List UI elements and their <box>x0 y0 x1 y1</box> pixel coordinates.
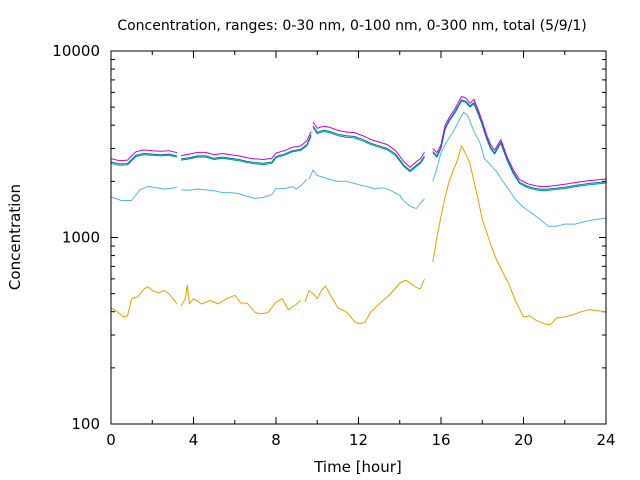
x-tick-label: 8 <box>271 431 281 449</box>
x-tick-label: 16 <box>431 431 450 449</box>
series-1-segment-1 <box>181 179 308 199</box>
series-4-segment-2 <box>312 121 425 168</box>
series-3-segment-2 <box>312 125 425 171</box>
series-0-segment-2 <box>304 278 425 325</box>
tick-labels: 0 4 8 12 16 20 24 100 1000 10000 <box>52 42 615 449</box>
axis-ticks <box>110 50 607 425</box>
series-4-segment-0 <box>110 149 178 162</box>
x-axis-title: Time [hour] <box>313 458 402 476</box>
series-3-segment-1 <box>181 134 312 164</box>
x-tick-label: 24 <box>596 431 615 449</box>
x-tick-label: 12 <box>349 431 368 449</box>
series-1-segment-0 <box>110 185 178 201</box>
y-tick-label: 100 <box>71 415 100 433</box>
series-0-segment-1 <box>180 284 302 315</box>
y-axis-title: Concentration <box>6 184 24 290</box>
x-tick-label: 20 <box>514 431 533 449</box>
series-0-segment-0 <box>110 286 178 318</box>
series-lines <box>110 96 607 326</box>
plot-frame <box>110 50 607 425</box>
y-tick-label: 10000 <box>52 42 100 60</box>
series-3-segment-0 <box>110 153 178 165</box>
series-4-segment-1 <box>181 131 312 160</box>
series-1-segment-2 <box>308 169 425 209</box>
series-0-segment-3 <box>432 145 607 326</box>
x-tick-label: 0 <box>106 431 116 449</box>
y-tick-label: 1000 <box>62 229 100 247</box>
series-1-segment-3 <box>432 111 607 227</box>
series-4-segment-3 <box>432 96 607 188</box>
series-3-segment-3 <box>432 99 607 190</box>
series-2-segment-2 <box>312 127 425 173</box>
series-2-segment-1 <box>181 135 312 166</box>
series-2-segment-0 <box>110 154 178 166</box>
x-tick-label: 4 <box>189 431 199 449</box>
series-2-segment-3 <box>432 100 607 192</box>
chart-title: Concentration, ranges: 0-30 nm, 0-100 nm… <box>117 18 586 34</box>
